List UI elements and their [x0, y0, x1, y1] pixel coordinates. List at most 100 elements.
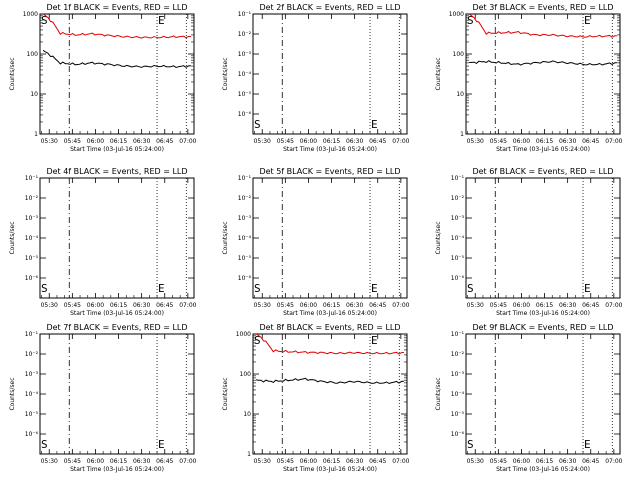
x-tick-label: 06:00	[513, 302, 530, 309]
y-tick-label: 10⁻¹	[451, 175, 465, 182]
x-tick-label: 06:00	[87, 138, 104, 145]
y-tick-label: 100	[453, 51, 465, 58]
panel-det-2: Det 2f BLACK = Events, RED = LLD 10⁻¹ 10⁻²…	[222, 3, 410, 153]
x-tick-label: 05:45	[490, 302, 507, 309]
y-tick-label: 10⁻¹	[25, 175, 39, 182]
y-tick-label: 10⁻¹	[25, 331, 39, 338]
y-axis-label: Counts/sec	[9, 377, 16, 410]
y-axis-label: Counts/sec	[222, 377, 229, 410]
start-marker: S	[254, 118, 261, 131]
start-marker: S	[467, 14, 474, 27]
start-marker: S	[467, 438, 474, 451]
start-marker: S	[41, 438, 48, 451]
x-tick-label: 06:00	[513, 138, 530, 145]
x-tick-label: 05:30	[41, 302, 58, 309]
x-axis-label: Start Time (03-Jul-16 05:24:00)	[70, 310, 164, 317]
x-tick-label: 06:30	[559, 138, 576, 145]
x-tick-label: 05:45	[64, 458, 81, 465]
x-tick-label: 06:30	[559, 458, 576, 465]
y-tick-label: 1	[34, 131, 38, 138]
y-tick-label: 1000	[23, 11, 38, 18]
x-tick-label: 05:45	[277, 458, 294, 465]
end-marker: E	[158, 14, 165, 27]
x-tick-label: 05:45	[490, 138, 507, 145]
y-axis-label: Counts/sec	[222, 221, 229, 254]
panel-det-6: Det 6f BLACK = Events, RED = LLD 10⁻¹ 10⁻²…	[435, 167, 623, 317]
y-tick-label: 10⁻⁶	[25, 431, 39, 438]
x-tick-label: 06:30	[346, 458, 363, 465]
x-axis-label: Start Time (03-Jul-16 05:24:00)	[283, 466, 377, 473]
panel-title: Det 1f BLACK = Events, RED = LLD	[46, 3, 187, 12]
y-tick-label: 10	[30, 91, 38, 98]
x-axis-label: Start Time (03-Jul-16 05:24:00)	[283, 310, 377, 317]
y-tick-label: 10⁻⁵	[238, 91, 252, 98]
y-tick-label: 10⁻²	[451, 195, 465, 202]
y-tick-label: 10⁻⁶	[25, 275, 39, 282]
panel-det-5: Det 5f BLACK = Events, RED = LLD 10⁻¹ 10⁻²…	[222, 167, 410, 317]
panel-det-4: Det 4f BLACK = Events, RED = LLD 10⁻¹ 10⁻²…	[9, 167, 197, 317]
panel-title: Det 5f BLACK = Events, RED = LLD	[259, 167, 400, 176]
series-line-events	[42, 49, 191, 69]
y-tick-label: 10⁻²	[451, 351, 465, 358]
x-tick-label: 06:45	[582, 138, 599, 145]
end-marker: E	[584, 14, 591, 27]
plot-frame	[39, 13, 195, 135]
y-tick-label: 10⁻⁴	[238, 71, 252, 78]
x-tick-label: 06:45	[369, 138, 386, 145]
x-tick-label: 06:00	[513, 458, 530, 465]
x-tick-label: 06:30	[346, 138, 363, 145]
y-tick-label: 10⁻⁴	[238, 235, 252, 242]
y-tick-label: 100	[240, 371, 252, 378]
y-tick-label: 1000	[236, 331, 251, 338]
plot-frame	[252, 13, 408, 135]
y-tick-label: 10⁻⁴	[451, 391, 465, 398]
panel-det-9: Det 9f BLACK = Events, RED = LLD 10⁻¹ 10⁻²…	[435, 323, 623, 473]
y-tick-label: 10⁻⁵	[25, 255, 39, 262]
plot-frame	[252, 333, 408, 455]
x-tick-label: 05:30	[467, 458, 484, 465]
x-tick-label: 05:30	[467, 138, 484, 145]
y-tick-label: 10⁻⁶	[451, 275, 465, 282]
y-tick-label: 10	[243, 411, 251, 418]
x-tick-label: 05:30	[41, 458, 58, 465]
y-tick-label: 10⁻³	[25, 371, 39, 378]
x-tick-label: 07:00	[179, 302, 196, 309]
y-tick-label: 10⁻²	[238, 31, 252, 38]
panel-det-8: Det 8f BLACK = Events, RED = LLD 1 10 100 10…	[222, 323, 410, 473]
end-marker: E	[158, 282, 165, 295]
x-tick-label: 06:15	[110, 138, 127, 145]
x-tick-label: 05:45	[277, 138, 294, 145]
x-tick-label: 05:30	[254, 138, 271, 145]
panel-det-7: Det 7f BLACK = Events, RED = LLD 10⁻¹ 10⁻²…	[9, 323, 197, 473]
y-tick-label: 10⁻⁵	[451, 411, 465, 418]
y-tick-label: 10⁻²	[25, 195, 39, 202]
end-marker: E	[158, 438, 165, 451]
plot-frame	[39, 177, 195, 299]
panel-title: Det 6f BLACK = Events, RED = LLD	[472, 167, 613, 176]
x-tick-label: 06:30	[133, 138, 150, 145]
start-marker: S	[467, 282, 474, 295]
y-tick-label: 10⁻³	[25, 215, 39, 222]
y-tick-label: 10⁻⁴	[25, 391, 39, 398]
y-tick-label: 10⁻⁴	[451, 235, 465, 242]
x-tick-label: 05:45	[64, 302, 81, 309]
series-line-lld	[255, 333, 404, 355]
x-tick-label: 07:00	[392, 458, 409, 465]
y-tick-label: 10⁻⁶	[238, 275, 252, 282]
x-tick-label: 06:45	[369, 458, 386, 465]
panel-det-3: Det 3f BLACK = Events, RED = LLD 1 10 100 10…	[435, 3, 623, 153]
x-tick-label: 06:15	[323, 138, 340, 145]
x-tick-label: 05:45	[490, 458, 507, 465]
x-axis-label: Start Time (03-Jul-16 05:24:00)	[496, 310, 590, 317]
x-tick-label: 06:45	[156, 138, 173, 145]
panel-title: Det 8f BLACK = Events, RED = LLD	[259, 323, 400, 332]
x-tick-label: 05:30	[41, 138, 58, 145]
y-tick-label: 10⁻³	[451, 371, 465, 378]
x-tick-label: 06:15	[536, 458, 553, 465]
series-line-events	[469, 60, 617, 66]
y-axis-label: Counts/sec	[435, 221, 442, 254]
panel-title: Det 7f BLACK = Events, RED = LLD	[46, 323, 187, 332]
y-tick-label: 10	[456, 91, 464, 98]
y-tick-label: 10⁻⁴	[25, 235, 39, 242]
